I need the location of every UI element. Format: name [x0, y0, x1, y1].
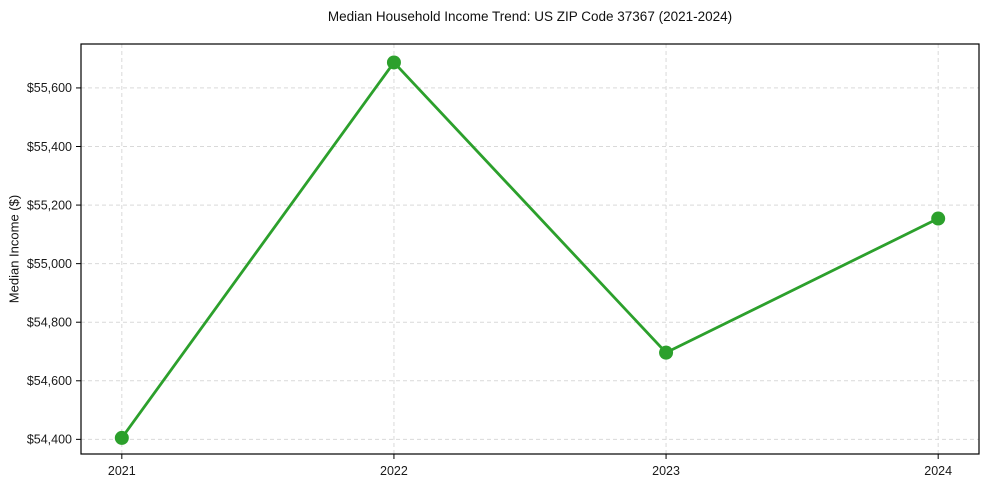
y-tick-label: $54,600: [27, 374, 72, 388]
y-tick-label: $55,000: [27, 257, 72, 271]
y-tick-label: $54,400: [27, 433, 72, 447]
y-tick-label: $55,200: [27, 198, 72, 212]
plot-border: [80, 43, 980, 455]
data-point-2024: [931, 211, 946, 226]
x-tick-label: 2023: [652, 464, 680, 478]
y-tick-label: $54,800: [27, 316, 72, 330]
data-point-2023: [659, 345, 674, 360]
trend-line: [120, 61, 940, 440]
x-tick-label: 2021: [108, 464, 136, 478]
data-point-2021: [114, 430, 129, 445]
data-point-2022: [386, 55, 401, 70]
chart-title: Median Household Income Trend: US ZIP Co…: [327, 9, 733, 24]
y-tick-label: $55,400: [27, 140, 72, 154]
y-tick-label: $55,600: [27, 81, 72, 95]
x-tick-label: 2022: [380, 464, 408, 478]
x-tick-label: 2024: [924, 464, 952, 478]
